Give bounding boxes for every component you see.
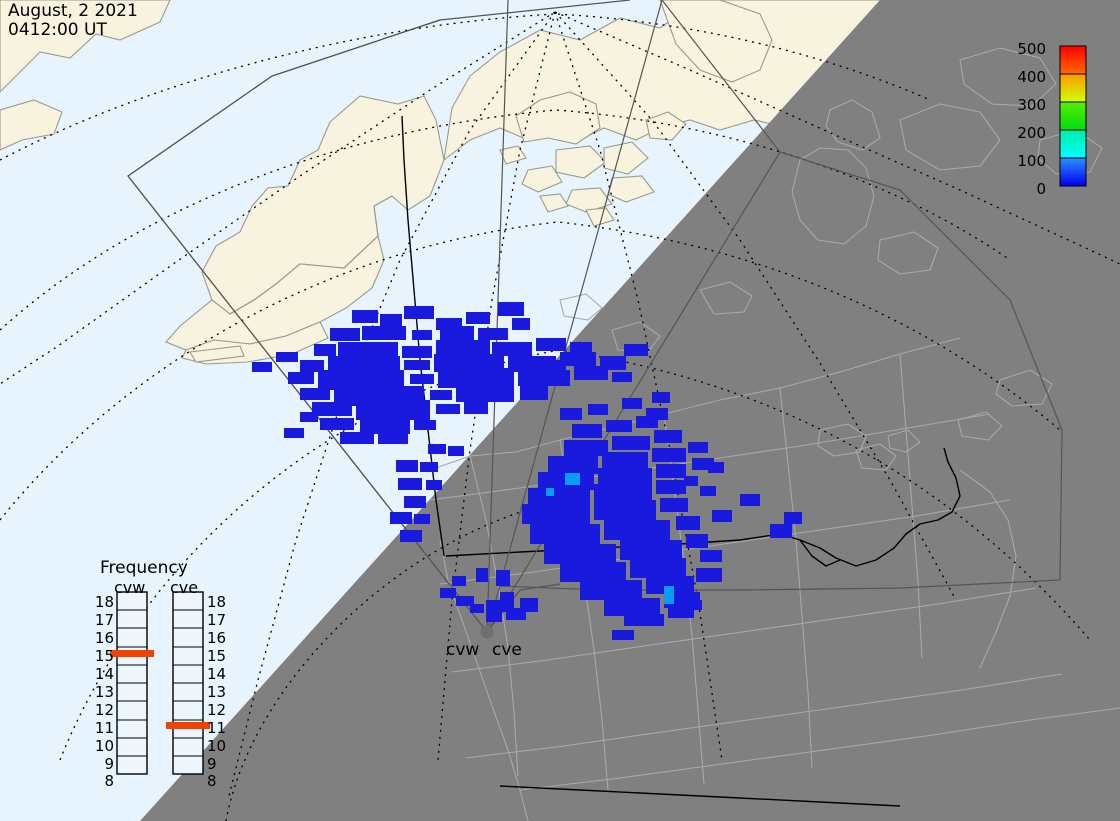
gauge-cvw-tick-10: 10 — [94, 737, 114, 755]
gauge-cve-tick-13: 13 — [207, 683, 227, 701]
gauge-cvw-tick-11: 11 — [94, 719, 114, 737]
radar-fov-boundaries — [127, 0, 1063, 633]
gauge-cvw-tick-18: 18 — [94, 593, 114, 611]
gauge-cvw-tick-12: 12 — [94, 701, 114, 719]
site-label-cve: cve — [492, 640, 522, 660]
gauge-cve-tick-16: 16 — [207, 629, 227, 647]
colorbar-tick-200: 200 — [1017, 124, 1046, 142]
gauge-cve-tick-11: 11 — [207, 719, 227, 737]
gauge-cvw-tick-8: 8 — [104, 772, 114, 790]
gauge-cvw-tick-13: 13 — [94, 683, 114, 701]
night-shadow-region — [140, 0, 1120, 821]
gauge-label-cve: cve — [170, 578, 199, 597]
time-label: 0412:00 UT — [8, 20, 107, 40]
gauge-cvw-tick-9: 9 — [104, 755, 114, 773]
colorbar-tick-0: 0 — [1036, 180, 1046, 198]
colorbar-tick-500: 500 — [1017, 40, 1046, 58]
gauge-cve-tick-10: 10 — [207, 737, 227, 755]
datetime-stamp: August, 2 2021 0412:00 UT — [8, 2, 138, 40]
gauge-cve-tick-14: 14 — [207, 665, 227, 683]
gauge-cvw-tick-15: 15 — [94, 647, 114, 665]
gauge-cve-marker — [166, 722, 210, 729]
gauge-cvw-tick-17: 17 — [94, 611, 114, 629]
gauge-cve-tick-15: 15 — [207, 647, 227, 665]
gauge-cve-tick-12: 12 — [207, 701, 227, 719]
alaska-coast-detail — [211, 195, 393, 315]
map-outlines-night — [429, 47, 1120, 821]
gauge-cvw-tick-14: 14 — [94, 665, 114, 683]
gauge-cve-tick-8: 8 — [207, 772, 217, 790]
radar-cell-high-width — [546, 473, 674, 604]
site-label-cvw: cvw — [446, 640, 480, 660]
gauge-cve-tick-18: 18 — [207, 593, 227, 611]
gauge-cvw-marker — [110, 650, 154, 657]
frequency-gauges — [110, 591, 210, 775]
colorbar-tick-300: 300 — [1017, 96, 1046, 114]
gauge-cve-tick-9: 9 — [207, 755, 217, 773]
colorbar — [1059, 45, 1087, 187]
gauge-cvw-tick-16: 16 — [94, 629, 114, 647]
radar-data-cells — [252, 302, 802, 640]
colorbar-tick-100: 100 — [1017, 152, 1046, 170]
date-label: August, 2 2021 — [8, 1, 138, 21]
gauge-label-cvw: cvw — [114, 578, 146, 597]
colorbar-tick-400: 400 — [1017, 68, 1046, 86]
gauge-cve-tick-17: 17 — [207, 611, 227, 629]
frequency-panel-title: Frequency — [100, 558, 188, 578]
radar-site-marker — [480, 625, 494, 639]
